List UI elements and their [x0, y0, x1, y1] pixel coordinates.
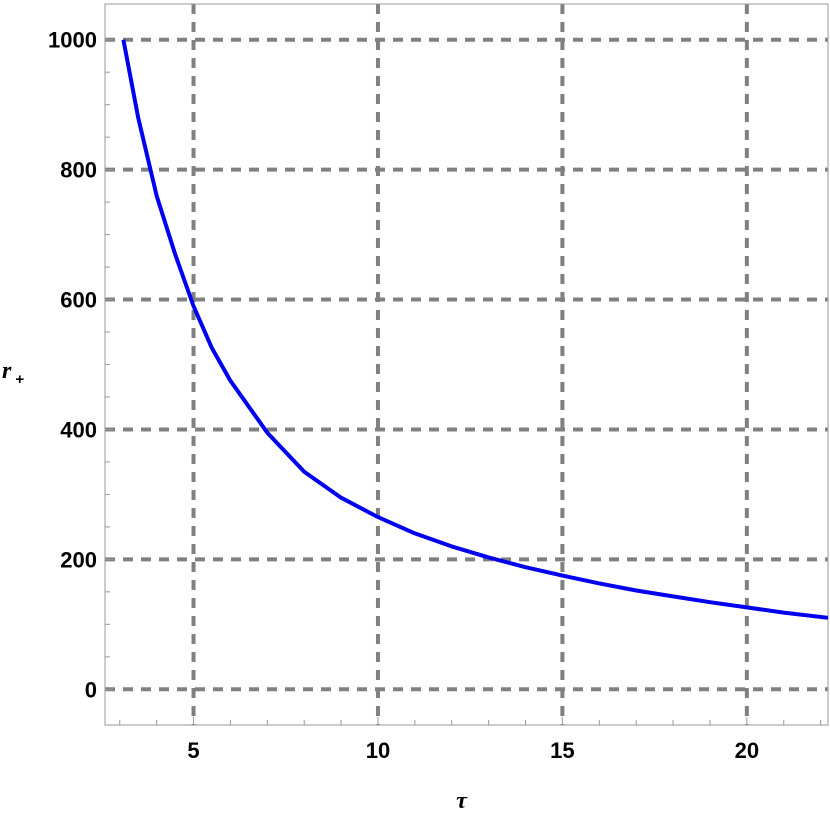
- y-tick-label: 800: [60, 158, 97, 183]
- y-tick-label: 600: [60, 288, 97, 313]
- y-axis-label-main: r: [2, 358, 12, 384]
- x-tick-label: 5: [187, 738, 199, 763]
- plot-frame: [104, 3, 829, 726]
- x-tick-label: 10: [366, 738, 390, 763]
- y-tick-label: 200: [60, 547, 97, 572]
- y-tick-label: 1000: [48, 28, 97, 53]
- series-line: [121, 39, 829, 620]
- grid: [105, 4, 828, 725]
- x-tick-label: 20: [735, 738, 759, 763]
- x-tick-label: 15: [550, 738, 574, 763]
- y-axis-label-sub: +: [15, 371, 24, 388]
- y-axis-label: r +: [2, 358, 24, 388]
- series-layer: [121, 39, 829, 620]
- y-tick-label: 0: [85, 677, 97, 702]
- x-axis-label: τ: [456, 788, 468, 814]
- y-tick-label: 400: [60, 417, 97, 442]
